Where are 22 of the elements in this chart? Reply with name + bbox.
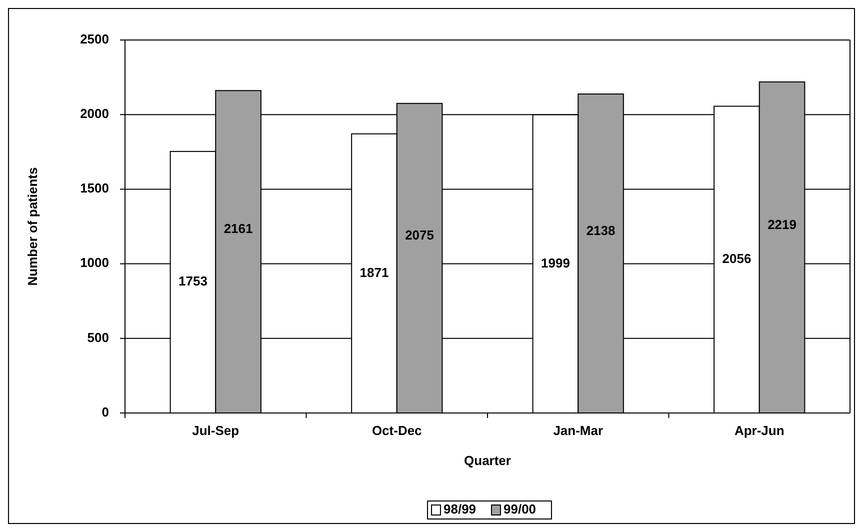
y-tick-label: 1500 <box>80 180 109 196</box>
y-tick-label: 500 <box>87 330 109 345</box>
y-axis-title: Number of patients <box>25 167 40 286</box>
x-tick-label: Jan-Mar <box>553 423 604 438</box>
data-label: 2056 <box>722 251 752 266</box>
x-axis-title: Quarter <box>464 453 511 468</box>
data-label: 1999 <box>541 255 570 270</box>
x-tick-label: Jul-Sep <box>192 423 240 438</box>
y-tick-label: 0 <box>102 404 109 420</box>
x-tick-label: Apr-Jun <box>734 423 784 438</box>
data-label: 2219 <box>768 216 796 232</box>
y-tick-label: 1000 <box>80 255 109 270</box>
data-label: 2138 <box>586 222 616 238</box>
data-label: 1871 <box>360 264 389 280</box>
legend-label: 98/99 <box>444 501 476 516</box>
data-label: 2075 <box>405 228 434 243</box>
data-label: 1753 <box>178 274 208 289</box>
y-tick-label: 2500 <box>80 31 109 46</box>
x-tick-label: Oct-Dec <box>372 423 422 438</box>
data-label: 2161 <box>224 221 253 236</box>
legend-label: 99/00 <box>504 501 536 516</box>
y-tick-label: 2000 <box>80 106 109 122</box>
